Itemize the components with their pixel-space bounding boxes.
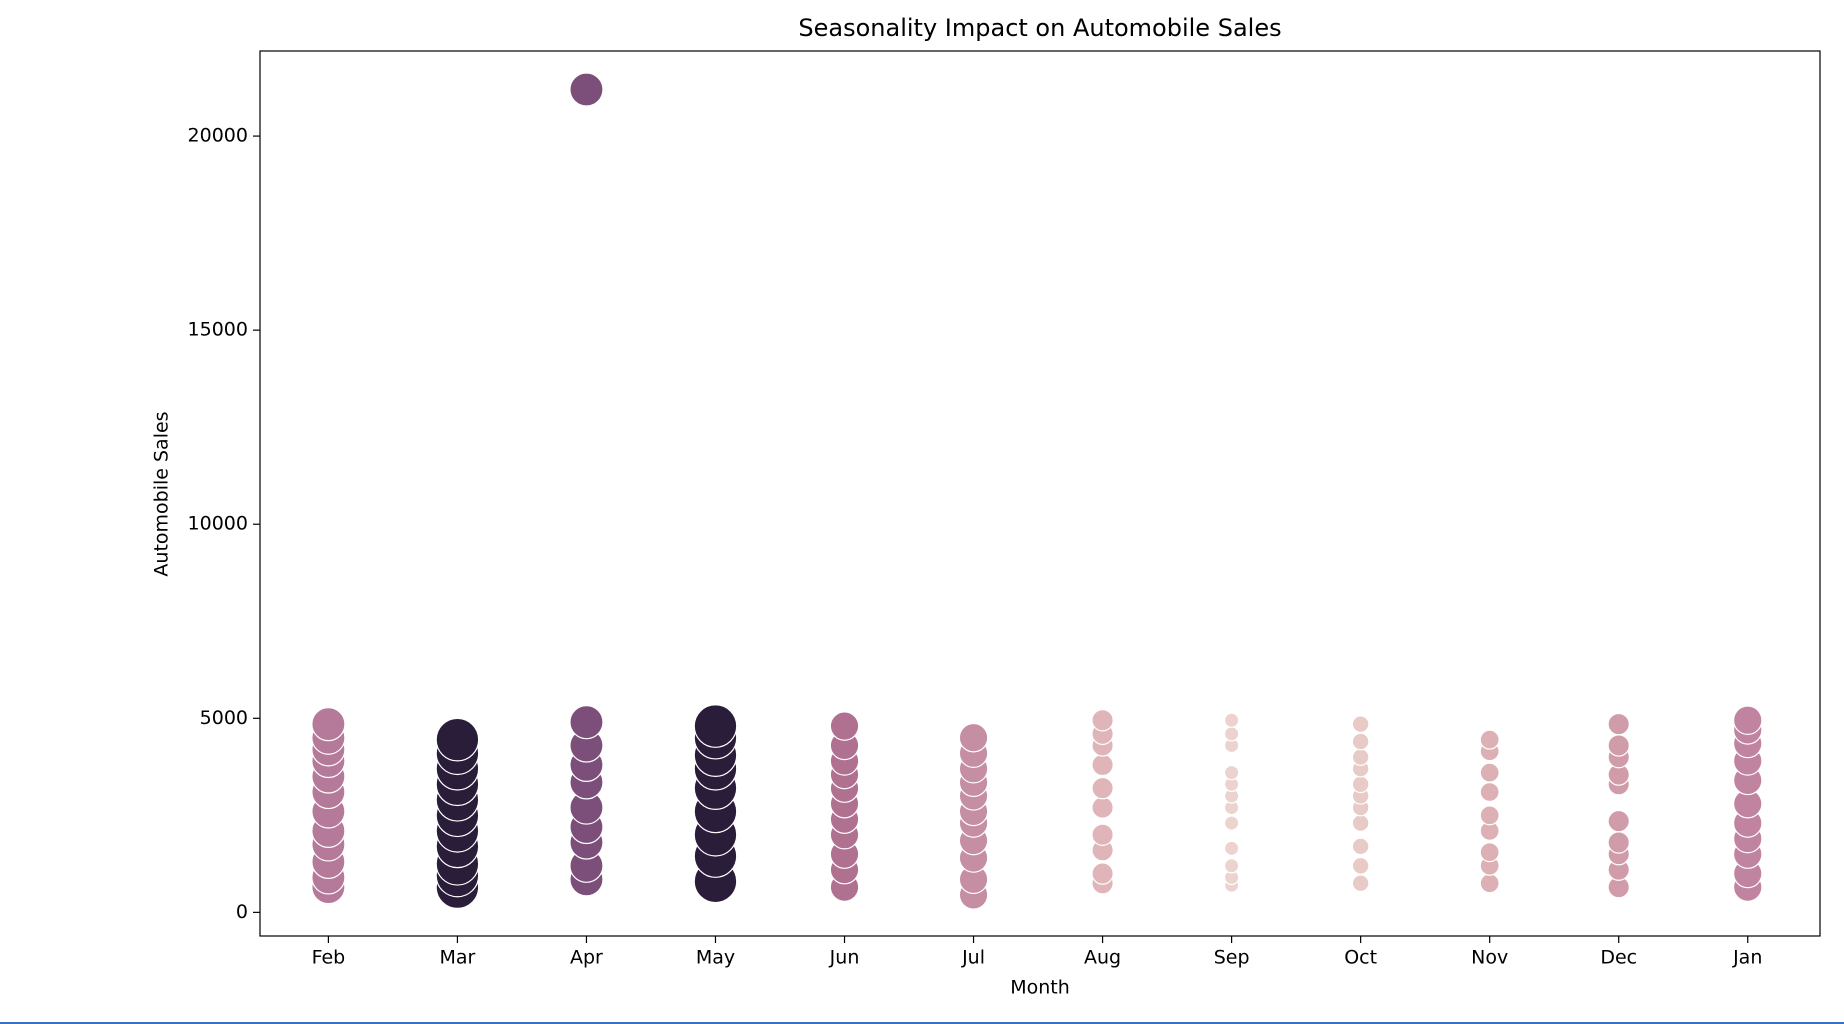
point: [1479, 762, 1500, 783]
x-tick-label: May: [696, 947, 735, 969]
x-tick-label: Sep: [1214, 947, 1250, 969]
point: [1351, 715, 1370, 733]
point: [1607, 734, 1630, 757]
x-tick-label: Aug: [1084, 947, 1121, 969]
x-tick-label: Jul: [961, 947, 985, 969]
point: [1351, 814, 1370, 832]
point: [1479, 781, 1500, 803]
point: [569, 705, 604, 740]
plot-frame: [259, 50, 1821, 937]
point: [1479, 729, 1500, 750]
point: [1091, 796, 1114, 819]
point: [1479, 873, 1500, 894]
point: [1091, 823, 1114, 846]
point: [1351, 775, 1370, 794]
y-axis-label: Automobile Sales: [151, 411, 173, 576]
point: [435, 717, 480, 762]
point: [1091, 753, 1114, 777]
point: [1223, 858, 1240, 874]
point: [1607, 831, 1630, 854]
point: [1223, 764, 1240, 781]
y-tick-label: 0: [236, 901, 248, 923]
point: [829, 711, 860, 741]
point: [1091, 709, 1114, 732]
point: [1479, 805, 1500, 826]
y-tick-label: 20000: [188, 125, 248, 147]
chart-title: Seasonality Impact on Automobile Sales: [798, 14, 1281, 42]
x-tick-label: Apr: [570, 947, 603, 969]
point: [1607, 712, 1630, 736]
y-tick-label: 10000: [188, 513, 248, 535]
point: [1351, 732, 1370, 751]
y-tick-label: 15000: [188, 319, 248, 341]
point: [1223, 840, 1240, 856]
x-tick-label: Feb: [312, 947, 346, 969]
x-tick-label: Dec: [1600, 947, 1637, 969]
point: [693, 704, 738, 748]
point: [1223, 726, 1240, 742]
point: [1351, 874, 1370, 893]
point: [1091, 862, 1114, 885]
x-tick-label: Nov: [1471, 947, 1508, 969]
point: [311, 706, 346, 742]
point: [1223, 712, 1240, 728]
y-tick-label: 5000: [200, 707, 248, 729]
point: [1223, 815, 1240, 831]
x-axis-label: Month: [1010, 977, 1070, 999]
point: [569, 72, 604, 107]
point: [1351, 748, 1370, 766]
x-tick-label: Mar: [439, 947, 475, 969]
point: [1732, 705, 1763, 735]
point: [1479, 842, 1500, 863]
point: [1091, 776, 1114, 800]
x-tick-label: Jan: [1732, 947, 1762, 969]
point: [1351, 856, 1370, 875]
point: [1607, 809, 1630, 833]
x-tick-label: Oct: [1344, 947, 1377, 969]
point: [1351, 837, 1370, 856]
x-tick-label: Jun: [829, 947, 860, 969]
point: [958, 722, 989, 753]
